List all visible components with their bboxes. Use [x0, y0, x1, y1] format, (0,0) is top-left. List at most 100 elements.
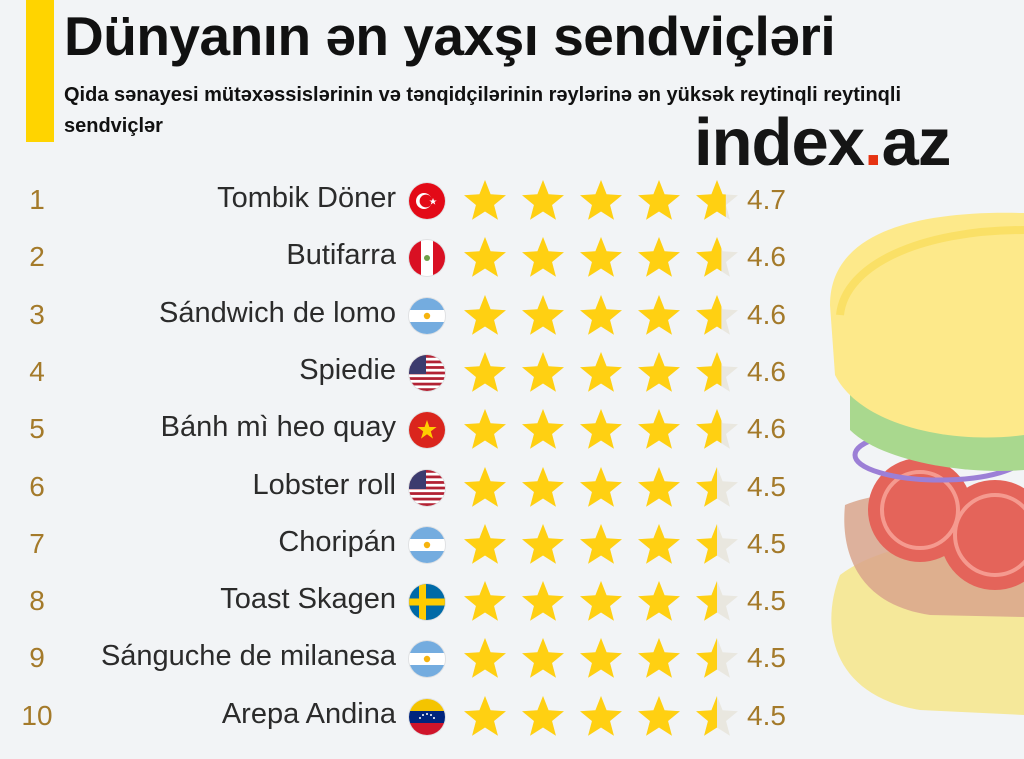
- table-row: 3 Sándwich de lomo 4.6: [0, 287, 820, 345]
- star-icon: [638, 409, 680, 449]
- star-icon: [696, 638, 717, 679]
- star-icon: [696, 466, 717, 507]
- usa-flag-icon: [409, 354, 445, 391]
- star-icon: [522, 409, 564, 449]
- sweden-flag-icon: [409, 584, 445, 621]
- star-rating: [464, 237, 738, 278]
- star-icon: [522, 581, 564, 621]
- star-icon: [696, 180, 726, 220]
- star-icon: [464, 351, 506, 392]
- table-row: 2 Butifarra 4.6: [0, 229, 820, 287]
- rating-score: 4.6: [747, 298, 786, 330]
- argentina-flag-icon: [409, 641, 445, 678]
- star-rating: [464, 351, 738, 392]
- star-icon: [464, 638, 506, 679]
- star-icon: [464, 294, 506, 335]
- star-icon: [464, 237, 506, 278]
- star-icon: [638, 294, 680, 335]
- star-icon: [580, 180, 622, 220]
- argentina-flag-icon: [409, 297, 445, 334]
- rating-score: 4.6: [747, 241, 786, 273]
- star-icon: [464, 695, 506, 736]
- sandwich-name: Lobster roll: [252, 468, 396, 501]
- rank-number: 8: [29, 585, 45, 617]
- rating-score: 4.5: [747, 585, 786, 617]
- star-icon: [696, 237, 722, 278]
- star-rating: [464, 695, 738, 736]
- star-icon: [464, 581, 506, 621]
- chart-title: Dünyanın ən yaxşı sendviçləri: [64, 5, 836, 67]
- usa-flag-icon: [409, 469, 445, 506]
- star-icon: [580, 695, 622, 736]
- star-rating: [464, 294, 738, 335]
- star-icon: [580, 523, 622, 564]
- rank-number: 7: [29, 527, 45, 559]
- star-icon: [638, 695, 680, 736]
- argentina-flag-icon: [409, 526, 445, 563]
- peru-flag-icon: [409, 240, 445, 277]
- star-icon: [522, 638, 564, 679]
- sandwich-name: Choripán: [278, 525, 396, 558]
- sandwich-name: Spiedie: [299, 353, 396, 386]
- star-icon: [696, 294, 722, 335]
- star-icon: [638, 523, 680, 564]
- star-icon: [580, 581, 622, 621]
- star-icon: [696, 409, 722, 449]
- rank-number: 4: [29, 355, 45, 387]
- star-icon: [638, 638, 680, 679]
- sandwich-name: Sánguche de milanesa: [100, 640, 396, 673]
- rating-score: 4.7: [747, 184, 786, 215]
- star-icon: [522, 237, 564, 278]
- vietnam-flag-icon: [409, 412, 445, 449]
- star-rating: [464, 638, 738, 679]
- logo-main: index: [694, 105, 865, 180]
- star-icon: [696, 351, 722, 392]
- star-icon: [580, 466, 622, 507]
- sandwich-name: Toast Skagen: [220, 583, 396, 616]
- star-icon: [580, 409, 622, 449]
- rank-number: 10: [21, 699, 53, 731]
- star-icon: [696, 581, 717, 621]
- sandwich-illustration: [830, 212, 1024, 715]
- star-rating: [464, 466, 738, 507]
- sandwich-name: Bánh mì heo quay: [160, 411, 396, 444]
- rating-score: 4.5: [747, 699, 786, 731]
- star-icon: [522, 180, 564, 220]
- table-row: 8 Toast Skagen 4.5: [0, 573, 820, 631]
- rating-score: 4.6: [747, 355, 786, 387]
- star-icon: [464, 523, 506, 564]
- index-az-logo: index.az: [694, 104, 952, 181]
- rank-number: 9: [29, 642, 45, 674]
- star-icon: [638, 180, 680, 220]
- venezuela-flag-icon: [409, 698, 445, 735]
- table-row: 7 Choripán 4.5: [0, 516, 820, 574]
- rating-score: 4.5: [747, 642, 786, 674]
- star-icon: [638, 237, 680, 278]
- rank-number: 6: [29, 470, 45, 502]
- star-icon: [580, 351, 622, 392]
- table-row: 9 Sánguche de milanesa 4.5: [0, 630, 820, 688]
- star-rating: [464, 409, 738, 449]
- sandwich-name: Sándwich de lomo: [159, 296, 396, 329]
- star-rating: [464, 180, 738, 220]
- rank-number: 5: [29, 413, 45, 445]
- star-icon: [580, 638, 622, 679]
- star-icon: [696, 695, 717, 736]
- star-icon: [638, 466, 680, 507]
- sandwich-name: Arepa Andina: [221, 697, 396, 730]
- table-row: 4 Spiedie 4.6: [0, 344, 820, 402]
- star-icon: [580, 237, 622, 278]
- accent-bar: [26, 0, 54, 142]
- rank-number: 2: [29, 241, 45, 273]
- star-rating: [464, 581, 738, 621]
- turkey-flag-icon: [409, 183, 445, 219]
- star-rating: [464, 523, 738, 564]
- rank-number: 1: [29, 184, 45, 215]
- sandwich-name: Tombik Döner: [217, 182, 396, 214]
- table-row: 10 Arepa Andina 4.5: [0, 688, 820, 746]
- star-icon: [522, 351, 564, 392]
- logo-tld: az: [881, 105, 952, 180]
- star-icon: [638, 581, 680, 621]
- sandwich-name: Butifarra: [286, 239, 396, 272]
- star-icon: [522, 523, 564, 564]
